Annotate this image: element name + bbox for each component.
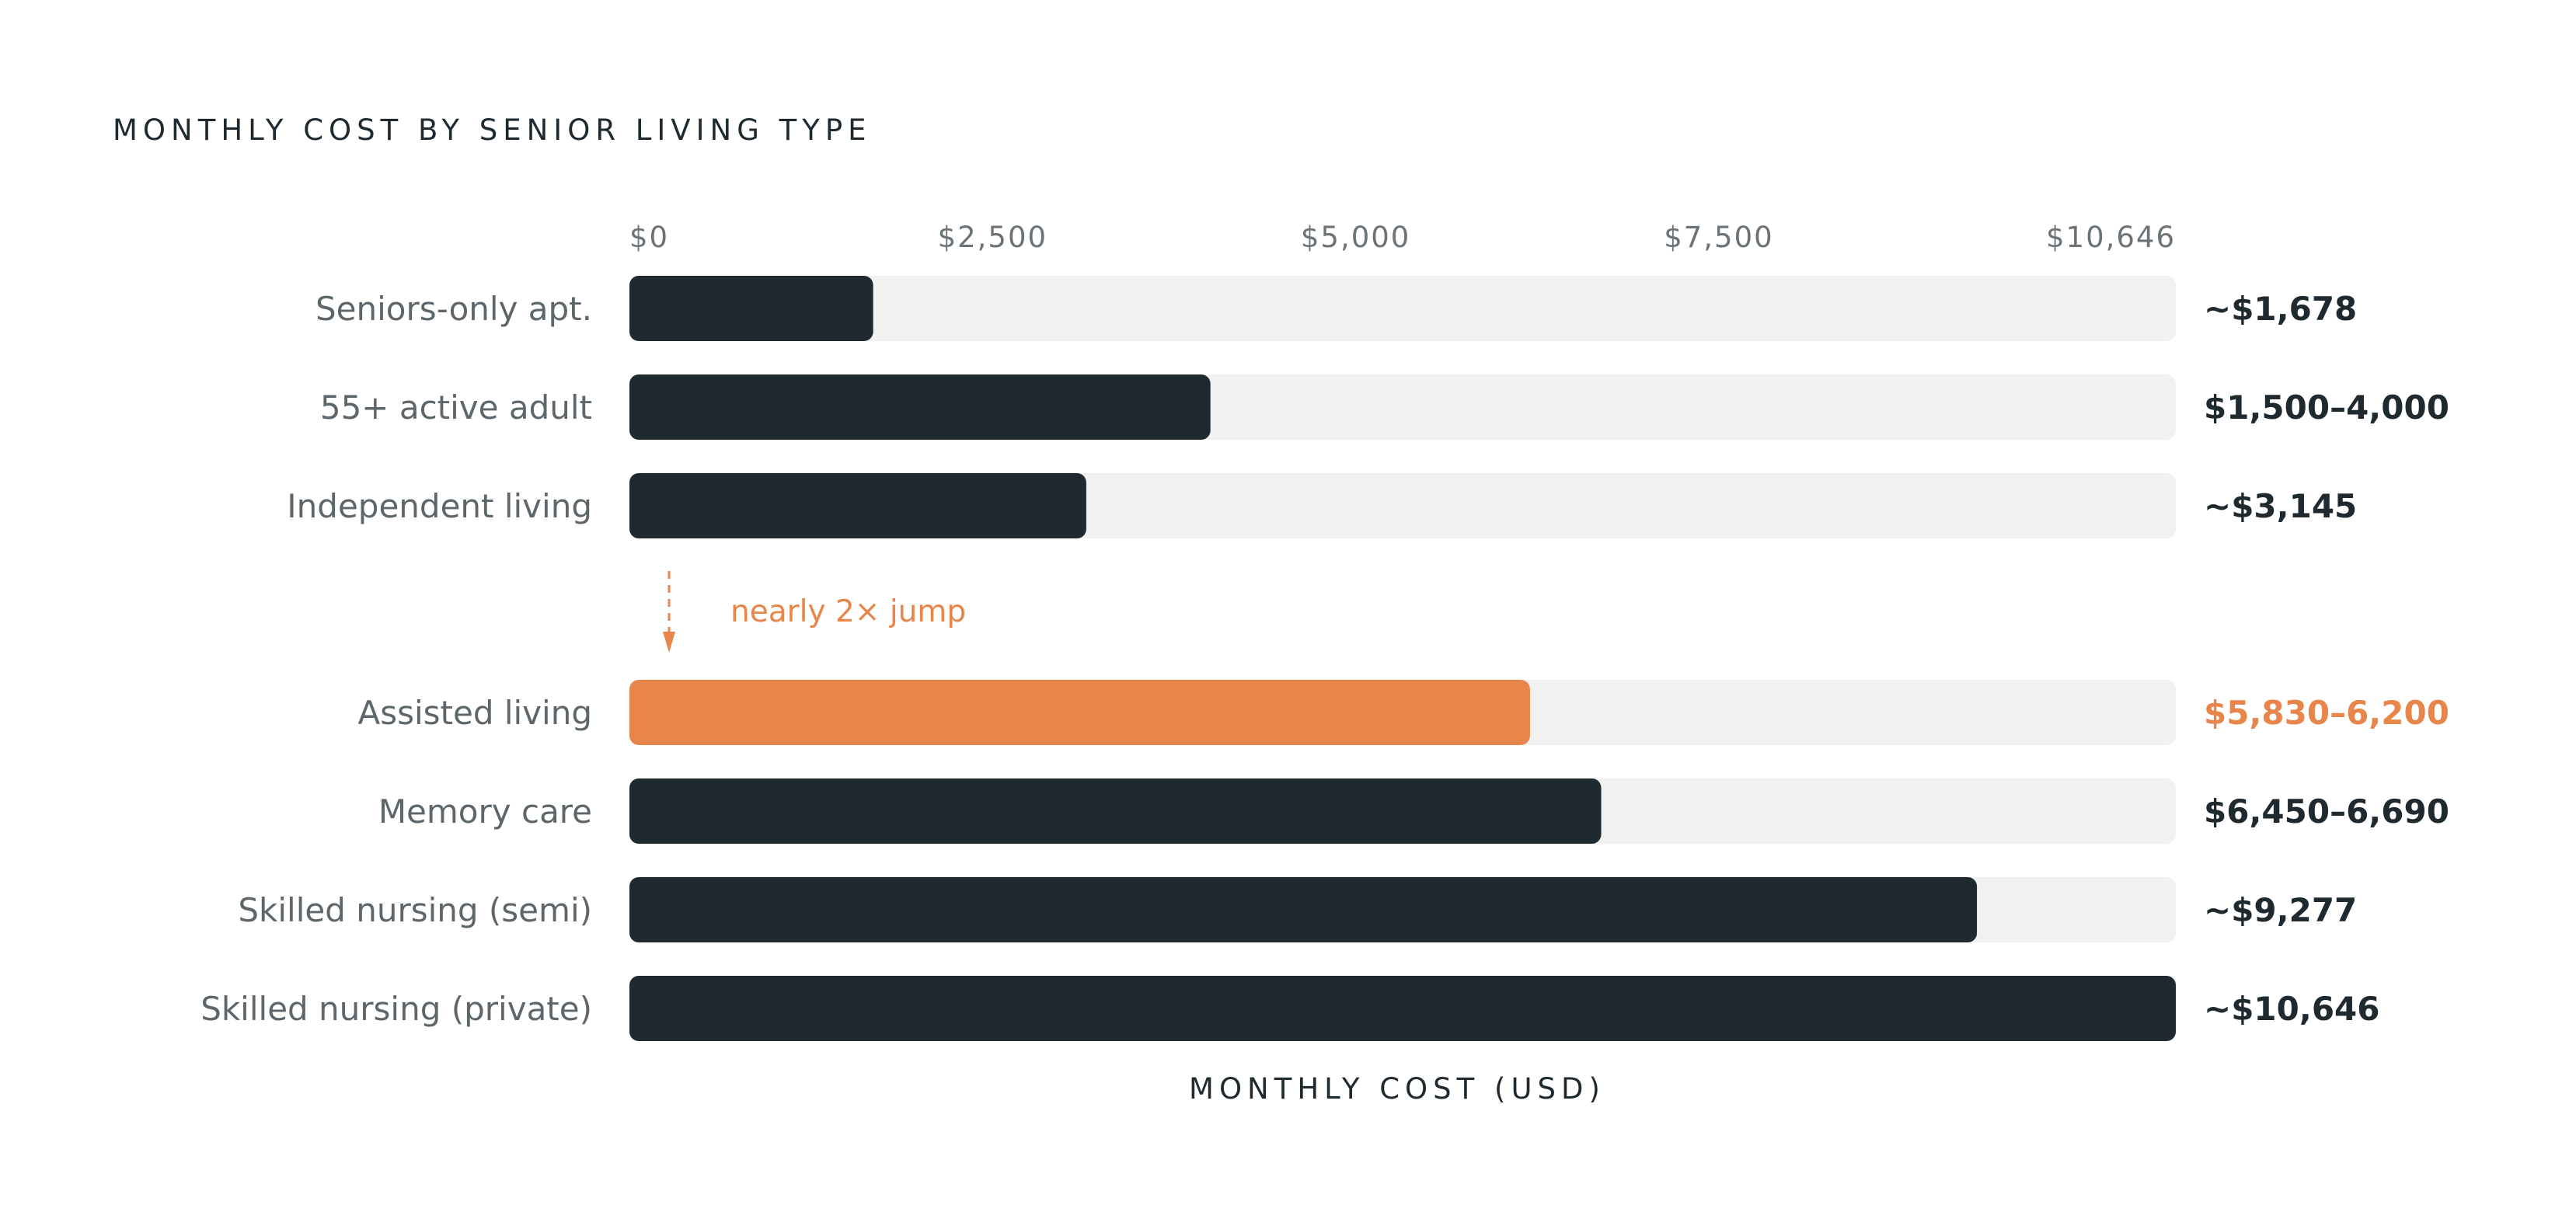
x-tick-label: $5,000: [1301, 221, 1410, 254]
annotation-arrow-icon: [663, 632, 675, 653]
value-label: ~$3,145: [2204, 487, 2357, 525]
value-label: ~$1,678: [2204, 290, 2357, 328]
jump-annotation: nearly 2× jump: [663, 571, 966, 653]
x-axis-ticks: $0 $2,500 $5,000 $7,500 $10,646: [629, 221, 2176, 254]
value-label: $6,450–6,690: [2204, 792, 2449, 831]
bar: [629, 276, 873, 341]
x-tick-label: $7,500: [1664, 221, 1773, 254]
category-label: Seniors-only apt.: [315, 290, 592, 328]
category-label: Skilled nursing (private): [200, 990, 592, 1028]
value-label: ~$10,646: [2204, 990, 2380, 1028]
value-label: $1,500–4,000: [2204, 388, 2449, 427]
bar: [629, 473, 1086, 538]
bar: [629, 374, 1211, 440]
x-tick-label: $0: [629, 221, 669, 254]
bar: [629, 877, 1978, 942]
chart-title: MONTHLY COST BY SENIOR LIVING TYPE: [113, 113, 872, 147]
bars: [629, 276, 2176, 1041]
bar: [629, 976, 2176, 1041]
category-label: Memory care: [378, 792, 592, 831]
bar-highlight: [629, 680, 1530, 745]
x-axis-label: MONTHLY COST (USD): [1189, 1072, 1605, 1106]
x-tick-label: $10,646: [2046, 221, 2176, 254]
bar-track: [629, 276, 2176, 341]
value-label: $5,830–6,200: [2204, 694, 2449, 732]
category-label: Independent living: [287, 487, 592, 525]
bar: [629, 778, 1602, 844]
category-label: 55+ active adult: [320, 388, 592, 427]
category-label: Skilled nursing (semi): [238, 891, 592, 929]
value-label: ~$9,277: [2204, 891, 2357, 929]
value-labels: ~$1,678 $1,500–4,000 ~$3,145 $5,830–6,200 $6…: [2204, 290, 2449, 1028]
annotation-text: nearly 2× jump: [730, 594, 966, 629]
category-labels: Seniors-only apt. 55+ active adult Indepen…: [200, 290, 592, 1028]
x-tick-label: $2,500: [938, 221, 1047, 254]
category-label: Assisted living: [357, 694, 592, 732]
